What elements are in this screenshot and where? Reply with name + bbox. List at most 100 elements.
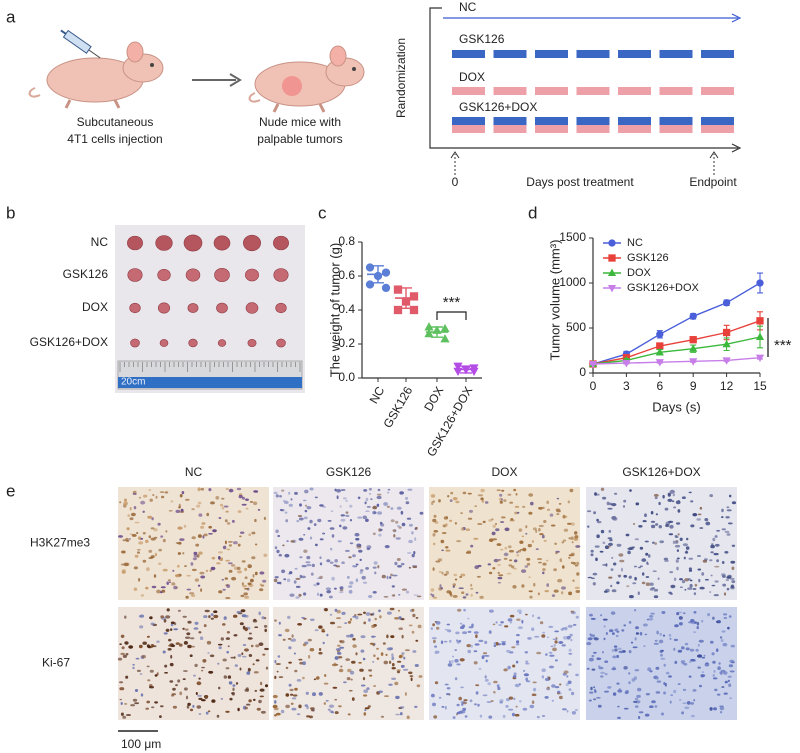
cell xyxy=(134,702,140,705)
cell xyxy=(225,597,231,599)
cell xyxy=(345,658,351,661)
cell xyxy=(721,561,725,564)
cell xyxy=(395,537,401,540)
cell xyxy=(200,525,205,529)
cell xyxy=(441,571,444,575)
x-tick-label: 6 xyxy=(656,379,663,393)
cell xyxy=(170,623,174,627)
cell xyxy=(643,623,648,627)
cell xyxy=(542,506,545,510)
cell xyxy=(575,673,579,677)
cell xyxy=(644,540,649,543)
data-point xyxy=(756,279,764,287)
cell xyxy=(285,666,289,670)
cell xyxy=(671,500,675,503)
cell xyxy=(559,558,563,563)
cell xyxy=(164,664,168,668)
tumor xyxy=(247,338,257,348)
cell xyxy=(445,546,449,549)
bar-segment xyxy=(493,117,527,125)
cell xyxy=(396,558,401,561)
cell xyxy=(729,697,733,699)
cell xyxy=(221,497,225,500)
cell xyxy=(183,670,188,672)
cell xyxy=(120,634,125,638)
cell xyxy=(376,493,382,496)
cell xyxy=(612,517,618,521)
cell xyxy=(511,646,516,649)
cell xyxy=(632,523,636,525)
cell xyxy=(290,693,294,696)
cell xyxy=(495,528,500,532)
cell xyxy=(699,684,702,688)
cell xyxy=(495,641,499,646)
cell xyxy=(632,582,637,585)
cell xyxy=(326,633,329,637)
cell xyxy=(654,639,658,642)
cell xyxy=(504,527,510,532)
cell xyxy=(498,624,502,626)
cell xyxy=(523,669,526,673)
cell xyxy=(408,523,413,527)
cell xyxy=(723,643,726,646)
cell xyxy=(506,698,510,702)
cell xyxy=(362,515,368,520)
cell xyxy=(715,543,720,547)
cell xyxy=(680,660,686,664)
sd-bar xyxy=(400,287,412,309)
cell xyxy=(142,510,145,513)
cell xyxy=(296,519,300,523)
cell xyxy=(278,553,282,557)
tumor xyxy=(130,338,140,348)
cell xyxy=(568,554,574,557)
cell xyxy=(213,614,219,619)
cell xyxy=(694,621,697,624)
cell xyxy=(256,707,261,711)
cell xyxy=(185,636,191,639)
cell xyxy=(431,693,435,698)
cell xyxy=(400,562,405,566)
cell xyxy=(576,572,580,576)
tumor xyxy=(245,268,259,282)
cell xyxy=(225,488,230,490)
cell xyxy=(263,553,268,557)
cell xyxy=(185,498,190,501)
cell xyxy=(634,538,639,541)
cell xyxy=(350,618,352,621)
cell xyxy=(678,699,682,701)
cell xyxy=(685,647,690,651)
cell xyxy=(395,520,399,524)
cell xyxy=(655,523,659,526)
cell xyxy=(345,549,350,552)
cell xyxy=(660,657,666,660)
cell xyxy=(156,589,161,594)
cell xyxy=(633,565,638,568)
cell xyxy=(226,548,231,551)
cell xyxy=(419,511,424,515)
cell xyxy=(517,609,522,613)
cell xyxy=(537,616,541,620)
cell xyxy=(156,640,160,643)
cell xyxy=(494,523,498,525)
cell xyxy=(710,640,714,644)
cell xyxy=(128,538,131,540)
data-point xyxy=(409,292,419,301)
cell xyxy=(376,495,382,500)
cell xyxy=(160,615,165,619)
cell xyxy=(348,589,353,594)
cell xyxy=(356,545,362,549)
cell xyxy=(454,649,458,651)
cell xyxy=(635,632,640,635)
cell xyxy=(690,702,694,705)
cell xyxy=(399,712,403,716)
cell xyxy=(197,487,201,492)
cell xyxy=(430,494,436,498)
cell xyxy=(645,693,651,696)
cell xyxy=(590,686,593,691)
cell xyxy=(618,575,621,578)
cell xyxy=(726,509,732,512)
cell xyxy=(294,567,298,570)
cell xyxy=(298,537,304,541)
cell xyxy=(504,546,508,550)
cell xyxy=(521,584,525,588)
